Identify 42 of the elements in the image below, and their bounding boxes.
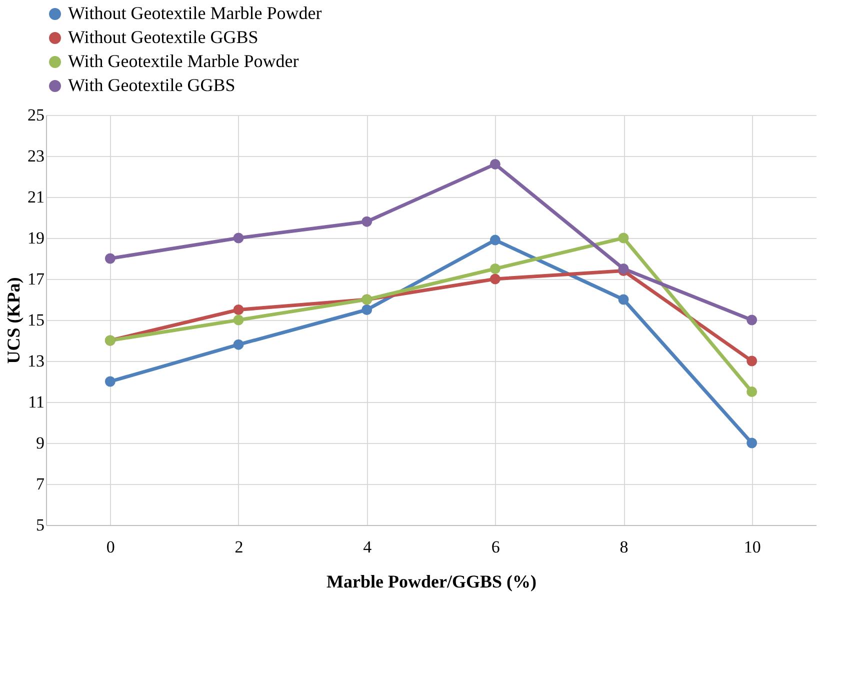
point [490, 264, 500, 274]
point [746, 314, 758, 326]
y-axis-title: UCS (KPa) [4, 277, 24, 364]
y-tick-label: 21 [28, 188, 44, 206]
point [490, 274, 500, 284]
point [618, 294, 629, 305]
x-tick-label: 8 [620, 538, 628, 556]
point [490, 158, 500, 170]
point [233, 314, 244, 326]
point [490, 234, 500, 246]
point [746, 438, 758, 448]
x-tick-label: 10 [744, 538, 761, 556]
x-axis-title: Marble Powder/GGBS (%) [326, 572, 536, 592]
point [362, 304, 372, 315]
legend-label: Without Geotextile Marble Powder [68, 3, 322, 23]
x-tick-label: 0 [106, 538, 115, 556]
point [233, 232, 244, 244]
point [104, 253, 116, 264]
y-tick-label: 11 [28, 392, 44, 412]
y-tick-label: 15 [28, 310, 44, 330]
point [104, 376, 116, 387]
point [746, 356, 758, 366]
legend-label: With Geotextile Marble Powder [68, 51, 299, 71]
y-tick-label: 19 [28, 228, 44, 248]
point [362, 216, 372, 227]
point [233, 304, 244, 315]
y-tick-label: 5 [36, 516, 44, 534]
x-tick-label: 6 [491, 538, 500, 556]
y-tick-label: 9 [36, 434, 44, 452]
y-tick-label: 17 [28, 270, 45, 288]
point [618, 264, 629, 274]
x-tick-label: 4 [363, 538, 372, 556]
y-tick-label: 25 [28, 106, 44, 124]
point [233, 339, 244, 350]
point [618, 232, 629, 244]
point [746, 386, 758, 397]
legend-label: Without Geotextile GGBS [68, 27, 258, 47]
y-tick-label: 7 [36, 474, 45, 494]
y-tick-label: 23 [28, 146, 44, 166]
legend-label: With Geotextile GGBS [68, 75, 236, 95]
x-tick-label: 2 [234, 538, 244, 556]
y-tick-label: 13 [28, 352, 44, 370]
